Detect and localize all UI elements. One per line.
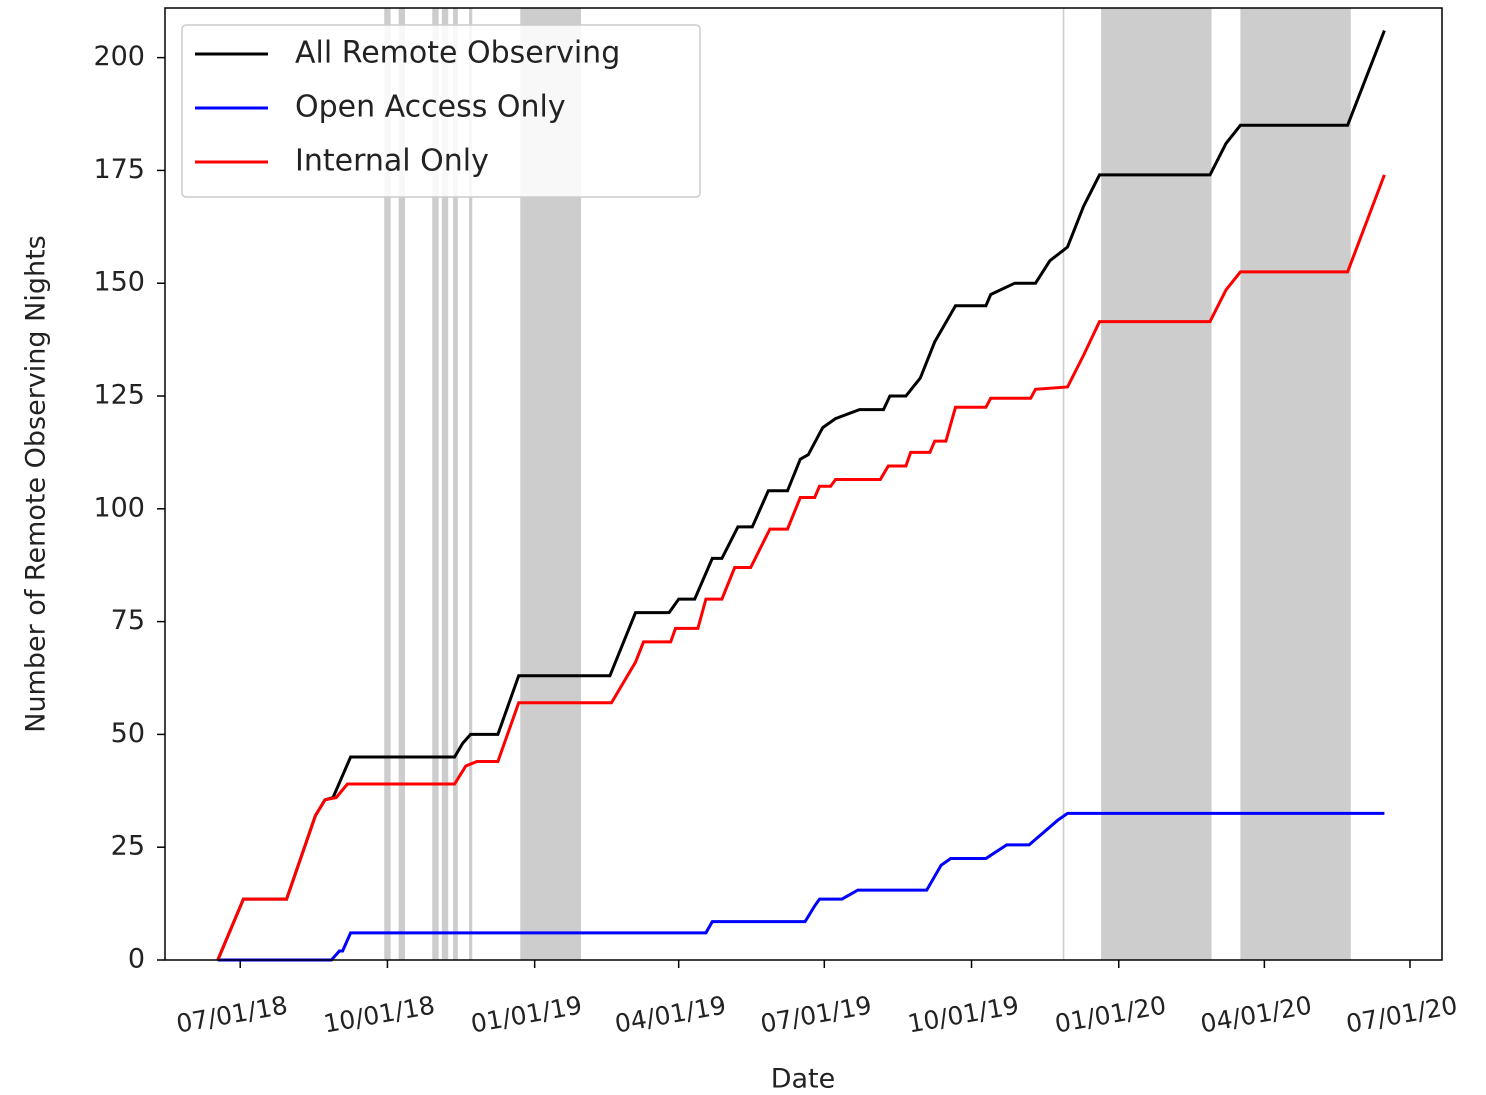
series-line — [216, 30, 1386, 961]
shaded-span — [1062, 8, 1065, 960]
y-tick-label: 200 — [93, 41, 145, 72]
shaded-span — [441, 8, 449, 960]
series-line — [217, 811, 1385, 962]
x-tick-label: 10/01/18 — [321, 990, 437, 1038]
x-tick-label: 01/01/20 — [1053, 990, 1169, 1038]
y-tick-label: 25 — [111, 831, 145, 862]
shaded-span — [469, 8, 473, 960]
y-axis-label: Number of Remote Observing Nights — [21, 235, 52, 733]
x-tick-label: 04/01/19 — [613, 990, 729, 1038]
x-tick-label: 07/01/19 — [758, 990, 874, 1038]
shaded-span — [398, 8, 406, 960]
y-tick-label: 150 — [93, 267, 145, 298]
legend-label: Open Access Only — [295, 90, 566, 125]
plot-frame — [164, 7, 1443, 961]
y-tick-label: 100 — [93, 492, 145, 523]
x-tick-label: 01/01/19 — [469, 990, 585, 1038]
x-tick-label: 07/01/20 — [1344, 990, 1460, 1038]
x-tick-label: 07/01/18 — [174, 990, 290, 1038]
y-tick-label: 75 — [111, 605, 145, 636]
x-axis-label: Date — [771, 1064, 836, 1095]
legend-box — [181, 24, 701, 198]
y-tick-label: 0 — [128, 944, 145, 975]
series-line — [216, 174, 1386, 961]
y-tick-label: 175 — [93, 154, 145, 185]
legend: All Remote Observing Open Access Only Inte… — [181, 24, 701, 198]
shaded-span — [384, 8, 391, 960]
x-tick-label: 10/01/19 — [905, 990, 1021, 1038]
shaded-span — [432, 8, 439, 960]
y-tick-label: 125 — [93, 380, 145, 411]
legend-label: Internal Only — [295, 144, 489, 179]
legend-label: All Remote Observing — [295, 36, 620, 71]
x-tick-label: 04/01/20 — [1198, 990, 1314, 1038]
shaded-span — [1101, 8, 1212, 960]
shaded-span — [1240, 8, 1351, 960]
y-tick-label: 50 — [111, 718, 145, 749]
shaded-span — [453, 8, 458, 960]
